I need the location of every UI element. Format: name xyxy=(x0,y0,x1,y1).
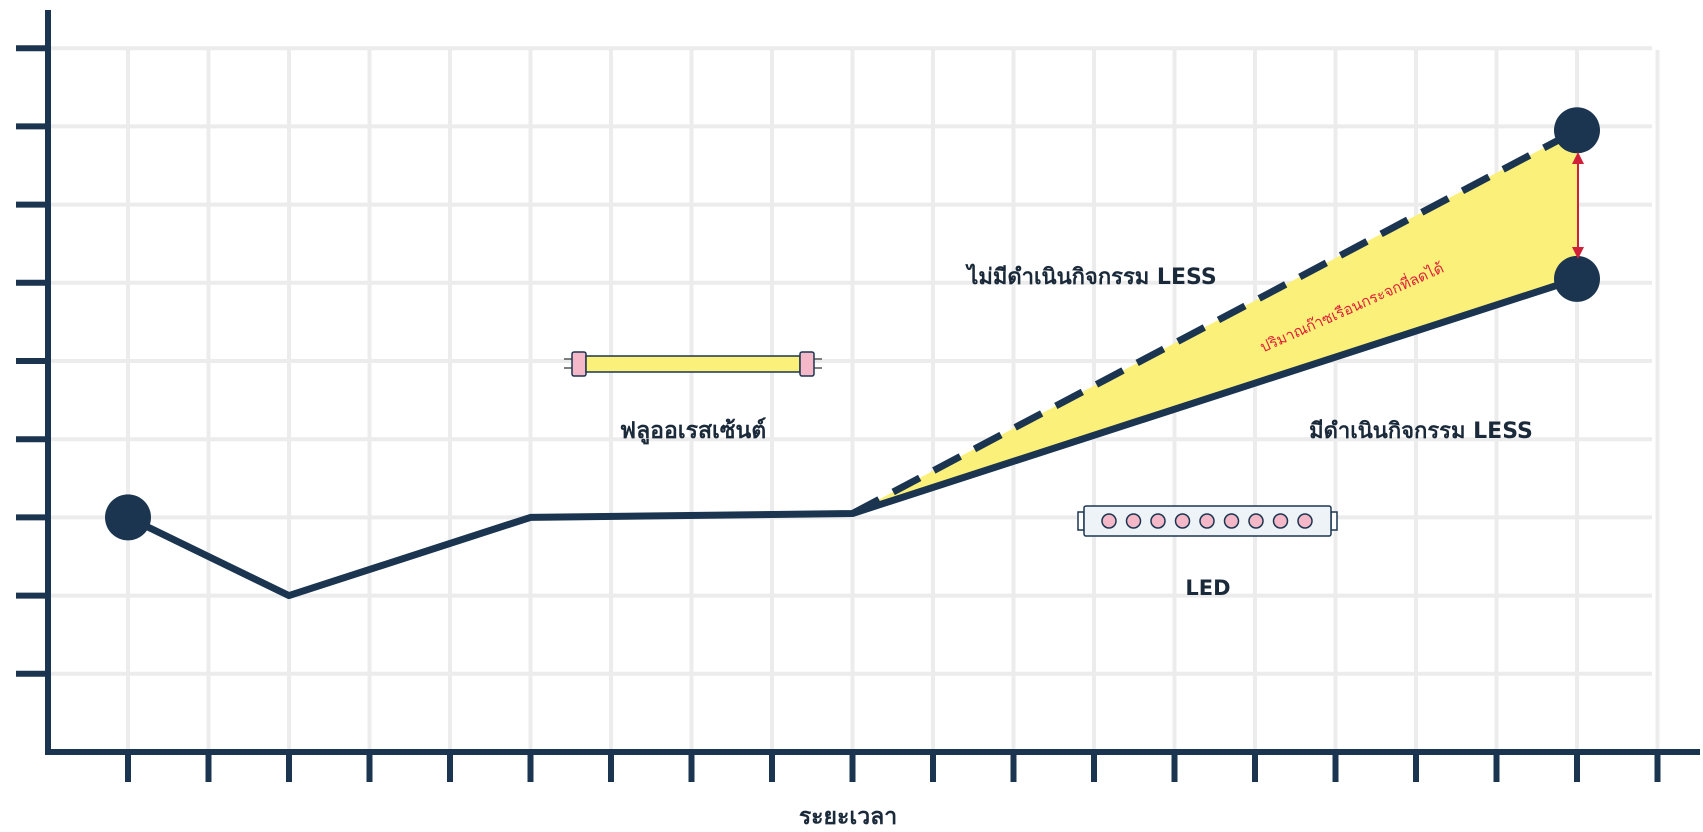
markers xyxy=(105,107,1600,541)
led-dot xyxy=(1272,513,1289,529)
data-point-marker xyxy=(1554,255,1600,302)
grid xyxy=(48,46,1660,752)
led-label: LED xyxy=(1185,576,1230,600)
led-dot xyxy=(1125,513,1142,529)
x-axis-label: ระยะเวลา xyxy=(799,804,897,830)
led-dot xyxy=(1248,513,1264,529)
axes xyxy=(16,10,1700,782)
led-dot xyxy=(1101,513,1117,529)
led-dot xyxy=(1223,513,1240,529)
reduction-arrow xyxy=(1572,152,1584,259)
led-dot xyxy=(1297,513,1313,529)
series-lines xyxy=(126,127,1579,600)
led-tube-icon xyxy=(1077,505,1338,537)
fluorescent-tube-icon xyxy=(564,351,822,377)
led-dot xyxy=(1150,513,1166,529)
fluorescent-label: ฟลูออเรสเซ้นต์ xyxy=(620,417,766,445)
series-label-without-less: ไม่มีดำเนินกิจกรรม LESS xyxy=(965,263,1216,290)
data-point-marker xyxy=(105,494,151,541)
data-point-marker xyxy=(1554,107,1600,154)
led-dot xyxy=(1174,513,1191,529)
series-line-with-less xyxy=(126,275,1579,600)
series-label-with-less: มีดำเนินกิจกรรม LESS xyxy=(1309,419,1533,444)
led-dot xyxy=(1199,513,1215,529)
